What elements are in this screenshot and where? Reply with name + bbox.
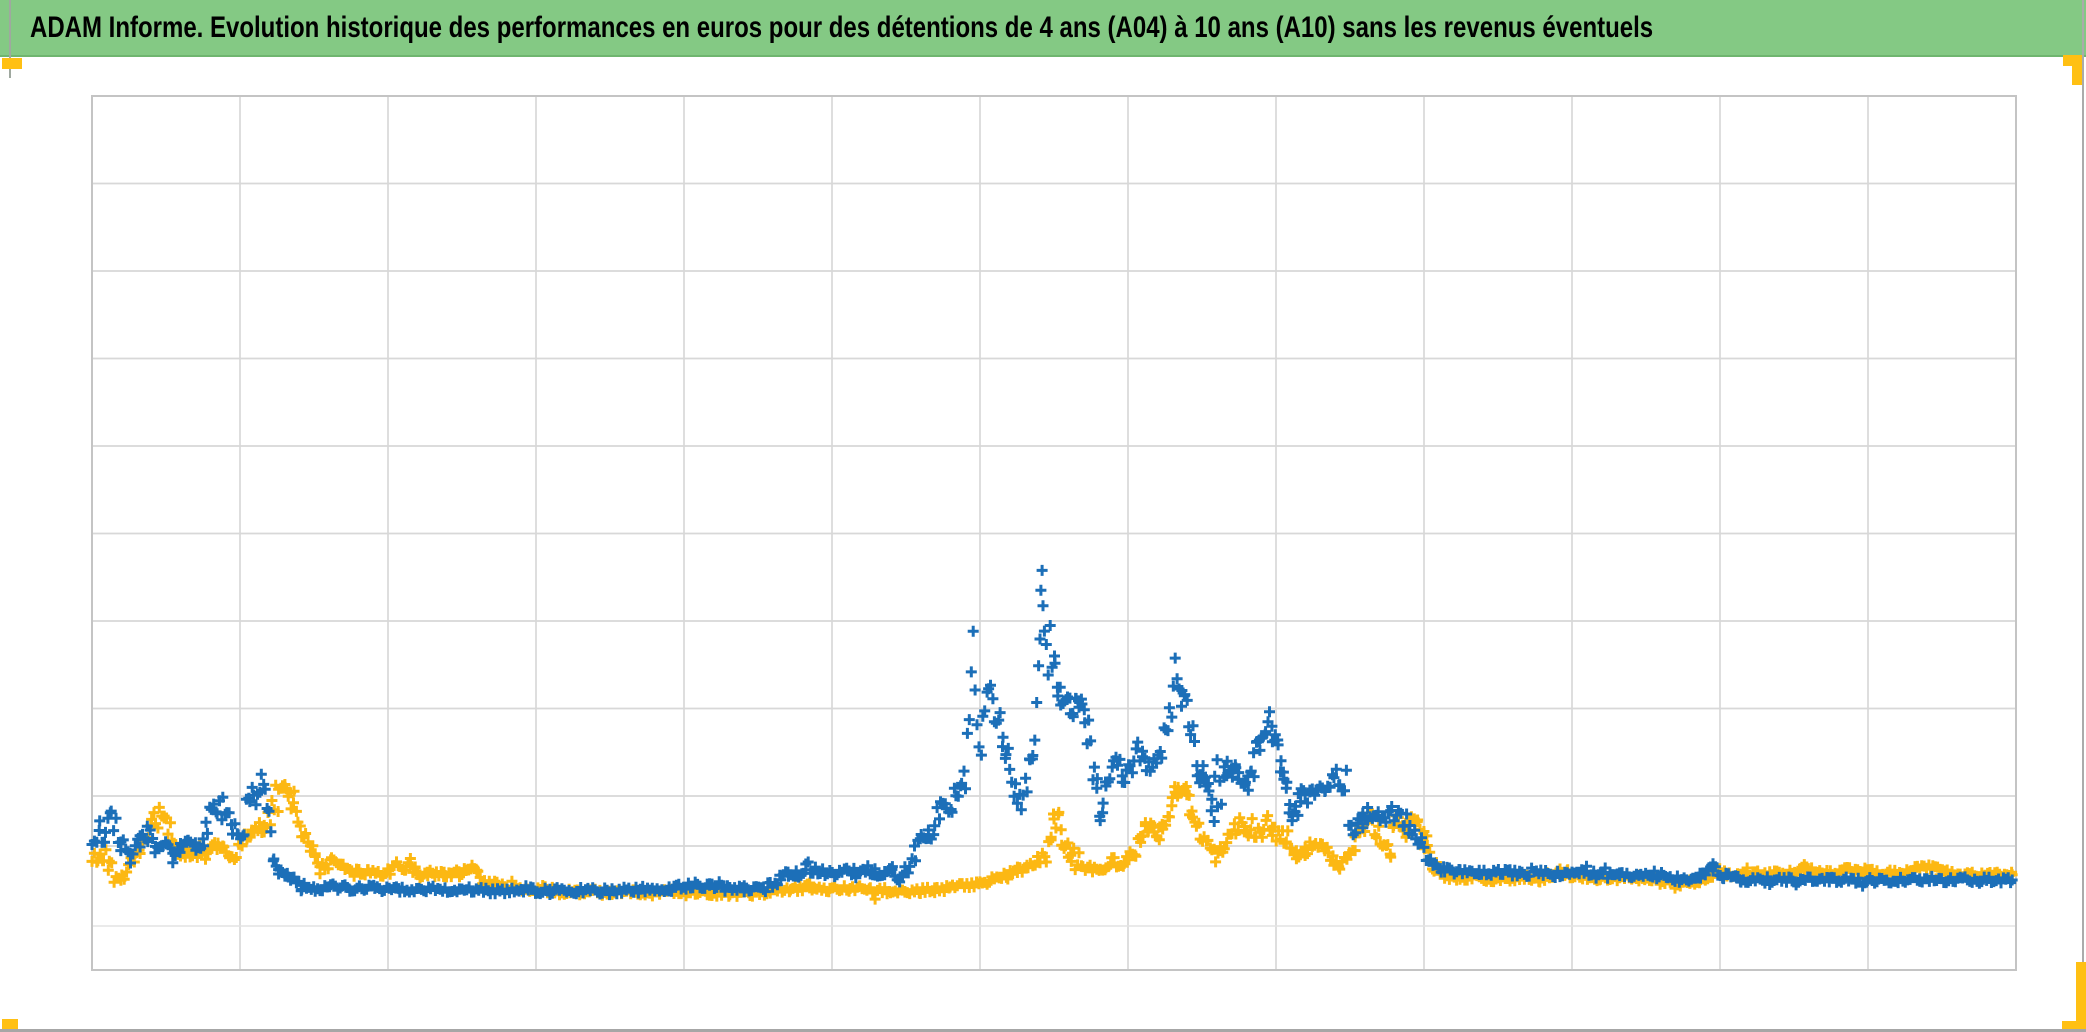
left-edge-line: [9, 0, 11, 78]
series-blue-series: [86, 564, 2018, 901]
title-bar: ADAM Informe. Evolution historique des p…: [0, 0, 2086, 57]
bottom-rule: [0, 1029, 2086, 1032]
corner-accent-top-left: [2, 58, 22, 69]
corner-accent-top-right-vertical: [2072, 55, 2082, 85]
corner-accent-bottom-right-vertical: [2076, 962, 2086, 1030]
corner-accent-bottom-left: [2, 1019, 18, 1029]
right-edge-line: [2082, 0, 2084, 1032]
corner-accent-bottom-right-horizontal: [2062, 1021, 2086, 1030]
page-title: ADAM Informe. Evolution historique des p…: [30, 10, 1654, 44]
